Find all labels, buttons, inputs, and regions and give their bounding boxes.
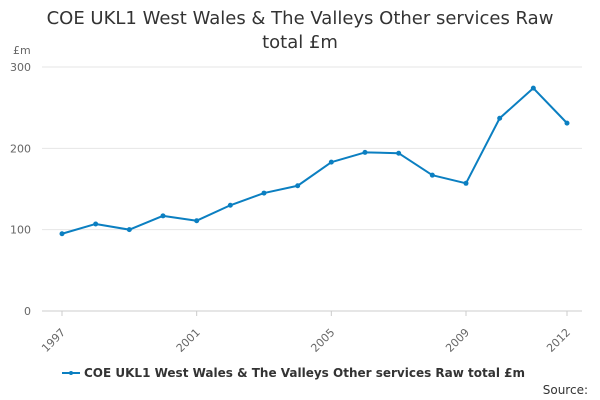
data-point[interactable]: [126, 227, 132, 233]
gridlines: [42, 66, 582, 312]
data-point[interactable]: [295, 183, 301, 189]
y-tick-label: 100: [10, 224, 31, 237]
series-line: [61, 87, 568, 235]
data-point[interactable]: [463, 180, 469, 186]
legend-label: COE UKL1 West Wales & The Valleys Other …: [84, 366, 525, 380]
x-tick-label: 2001: [174, 326, 203, 355]
x-axis-ticks: 1997 2001 2005 2009 2012: [39, 311, 573, 355]
data-point[interactable]: [429, 172, 435, 178]
chart-title: COE UKL1 West Wales & The Valleys Other …: [46, 8, 554, 53]
data-point[interactable]: [497, 115, 503, 121]
y-tick-label: 300: [10, 61, 31, 74]
x-tick-label: 2005: [308, 326, 337, 355]
data-point[interactable]: [328, 159, 334, 165]
data-point[interactable]: [227, 202, 233, 208]
source-label: Source:: [542, 383, 588, 397]
series-group: [59, 85, 570, 237]
data-point[interactable]: [93, 221, 99, 227]
y-axis-unit-label: £m: [13, 44, 31, 57]
data-point[interactable]: [261, 190, 267, 196]
x-tick-label: 2009: [443, 326, 472, 355]
data-point[interactable]: [59, 231, 65, 237]
x-tick-label: 1997: [39, 326, 68, 355]
data-point[interactable]: [564, 120, 570, 126]
data-point[interactable]: [194, 218, 200, 224]
y-tick-label: 200: [10, 142, 31, 155]
legend-swatch: [62, 368, 80, 378]
data-point[interactable]: [530, 85, 536, 91]
x-tick-label: 2012: [544, 326, 573, 355]
legend[interactable]: COE UKL1 West Wales & The Valleys Other …: [62, 366, 525, 380]
data-point[interactable]: [396, 150, 402, 156]
data-point[interactable]: [160, 213, 166, 219]
data-point[interactable]: [362, 149, 368, 155]
y-tick-label: 0: [24, 305, 31, 318]
y-axis-ticks: 0 100 200 300: [10, 61, 31, 318]
